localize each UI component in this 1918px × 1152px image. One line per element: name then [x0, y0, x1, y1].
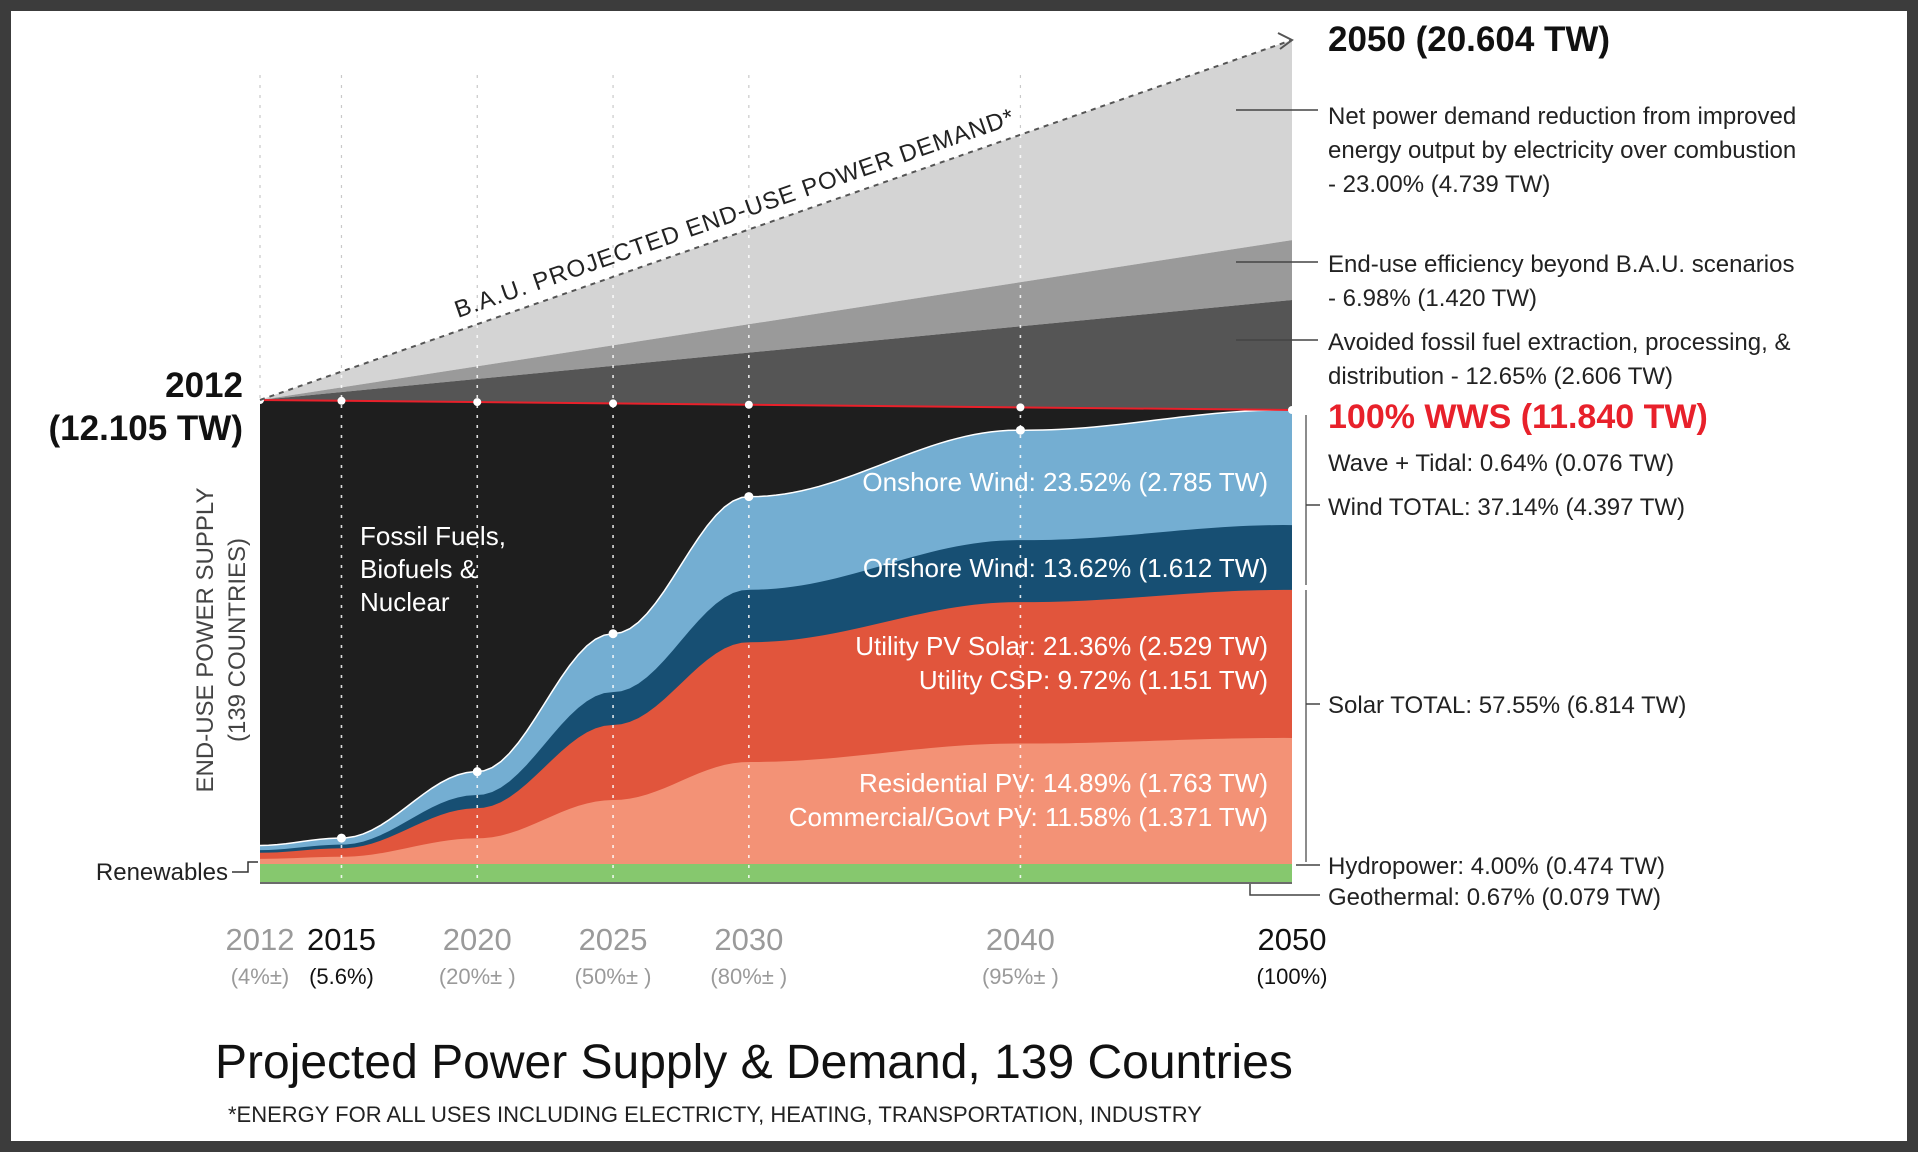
wave-tidal-label: Wave + Tidal: 0.64% (0.076 TW) [1328, 450, 1674, 477]
combustion-reduction-label: Net power demand reduction from improved [1328, 103, 1796, 130]
chart-title: Projected Power Supply & Demand, 139 Cou… [215, 1036, 1293, 1089]
x-tick-percent: (20%± ) [439, 964, 516, 989]
end-value-label: 2050 (20.604 TW) [1328, 20, 1610, 59]
leader-geothermal [1249, 884, 1320, 896]
top-marker [744, 400, 753, 409]
efficiency-reduction-label: - 6.98% (1.420 TW) [1328, 285, 1537, 312]
wws-marker [472, 767, 482, 777]
chart-subtitle: *ENERGY FOR ALL USES INCLUDING ELECTRICT… [228, 1102, 1202, 1127]
fossil-avoided-label: distribution - 12.65% (2.606 TW) [1328, 363, 1673, 390]
x-tick-percent: (95%± ) [982, 964, 1059, 989]
combustion-reduction-label: - 23.00% (4.739 TW) [1328, 171, 1550, 198]
onshore-wind-label: Onshore Wind: 23.52% (2.785 TW) [862, 467, 1268, 497]
fossil-avoided-label: Avoided fossil fuel extraction, processi… [1328, 329, 1790, 356]
residential-pv-label: Residential PV: 14.89% (1.763 TW) [859, 768, 1268, 798]
utility-csp-label: Utility CSP: 9.72% (1.151 TW) [919, 665, 1268, 695]
utility-pv-label: Utility PV Solar: 21.36% (2.529 TW) [855, 631, 1268, 661]
start-year-label: 2012 [165, 366, 243, 405]
bau-demand-arrowhead [1277, 32, 1294, 50]
x-tick-percent: (100%) [1257, 964, 1328, 989]
commercial-pv-label: Commercial/Govt PV: 11.58% (1.371 TW) [789, 802, 1268, 832]
top-marker [609, 399, 618, 408]
top-marker [473, 398, 482, 407]
residential-commercial-pv-area [260, 737, 1292, 864]
wws-total-label: 100% WWS (11.840 TW) [1328, 398, 1708, 436]
efficiency-reduction-label: End-use efficiency beyond B.A.U. scenari… [1328, 251, 1794, 278]
x-tick-percent: (80%± ) [710, 964, 787, 989]
x-tick-year: 2030 [714, 922, 783, 957]
start-value-label: (12.105 TW) [49, 409, 244, 448]
renewables-label: Renewables [96, 859, 228, 886]
fossil-label-line: Biofuels & [360, 554, 477, 584]
top-marker [337, 396, 346, 405]
wind-total-label: Wind TOTAL: 37.14% (4.397 TW) [1328, 494, 1685, 521]
x-tick-year: 2040 [986, 922, 1055, 957]
wws-marker [608, 629, 618, 639]
x-tick-year: 2015 [307, 922, 376, 957]
x-tick-percent: (4%±) [231, 964, 290, 989]
x-tick-year: 2025 [579, 922, 648, 957]
geothermal-label: Geothermal: 0.67% (0.079 TW) [1328, 884, 1661, 911]
x-tick-year: 2050 [1258, 922, 1327, 957]
fossil-label-line: Nuclear [360, 587, 450, 617]
renewables-bracket [232, 861, 258, 873]
wws-total-line [259, 399, 1293, 411]
fossil-label-line: Fossil Fuels, [360, 521, 506, 551]
top-marker [1288, 406, 1296, 414]
reduction-band-efficiency [260, 240, 1292, 400]
top-marker [1016, 403, 1025, 412]
x-tick-year: 2012 [226, 922, 295, 957]
wws-boundary-line [259, 409, 1293, 847]
wws-marker [744, 492, 754, 502]
x-tick-year: 2020 [443, 922, 512, 957]
offshore-wind-label: Offshore Wind: 13.62% (1.612 TW) [863, 553, 1268, 583]
x-tick-percent: (50%± ) [575, 964, 652, 989]
wws-marker [1015, 425, 1025, 435]
solar-total-label: Solar TOTAL: 57.55% (6.814 TW) [1328, 692, 1686, 719]
hydropower-area [260, 864, 1292, 882]
reduction-band-fossil-avoided [260, 300, 1292, 410]
combustion-reduction-label: energy output by electricity over combus… [1328, 137, 1796, 164]
wws-marker [336, 833, 346, 843]
bau-demand-line [259, 39, 1293, 401]
y-axis-label: END-USE POWER SUPPLY [192, 488, 219, 793]
y-axis-sublabel: (139 COUNTRIES) [224, 538, 251, 742]
hydropower-label: Hydropower: 4.00% (0.474 TW) [1328, 853, 1665, 880]
x-tick-percent: (5.6%) [309, 964, 374, 989]
